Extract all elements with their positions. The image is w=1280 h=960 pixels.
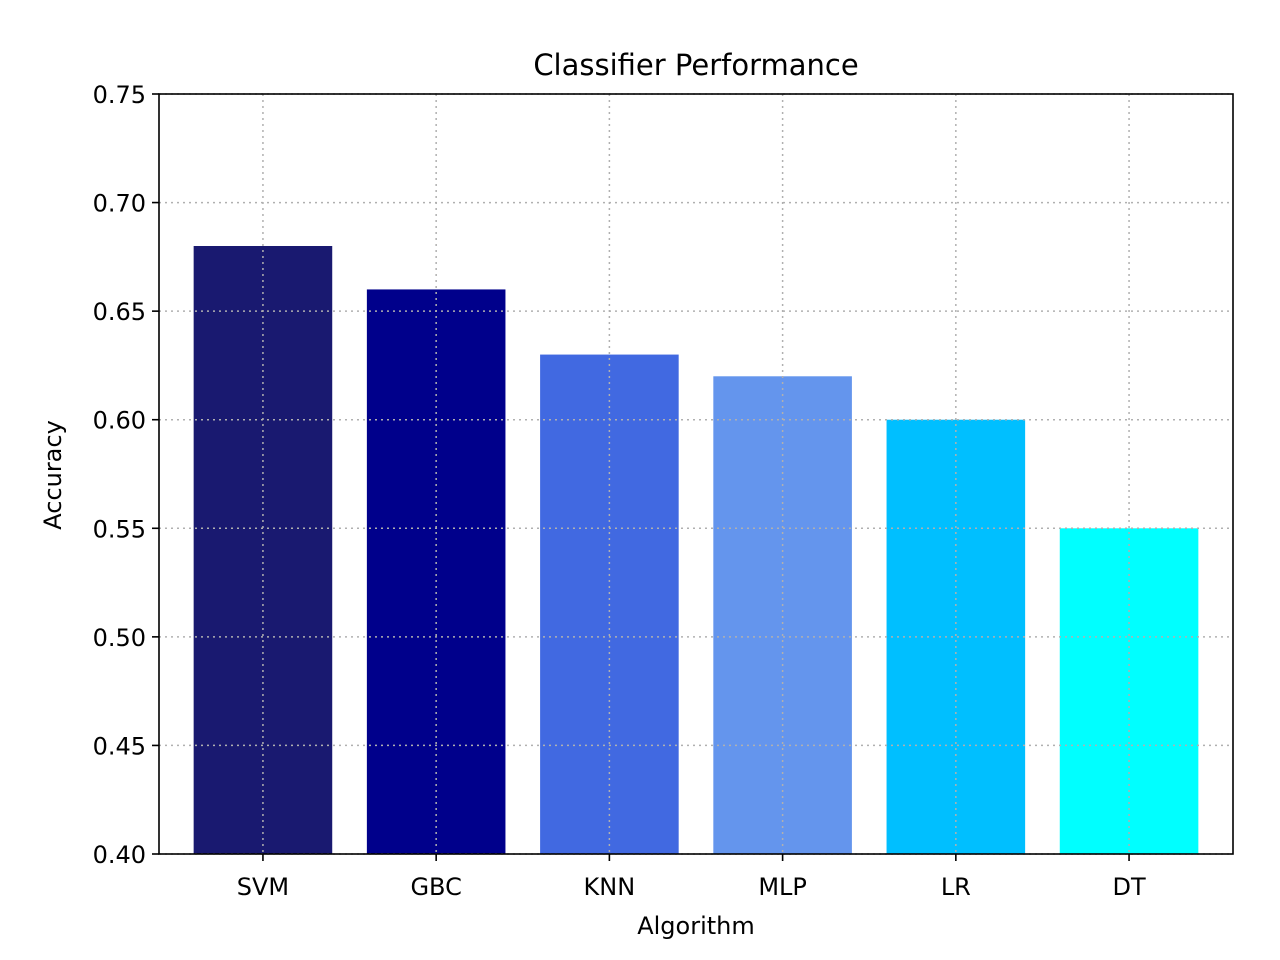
- x-tick-label: DT: [1112, 873, 1145, 901]
- axes-frame: [158, 93, 1234, 855]
- y-tick-label: 0.60: [93, 407, 146, 435]
- bar-mlp: [713, 376, 852, 854]
- x-tick-label: KNN: [584, 873, 636, 901]
- bar-dt: [1059, 528, 1199, 854]
- plot-area: 0.40 0.45 0.50 0.55 0.60 0.65 0.70 0.75 SVM GBC KN…: [93, 81, 1234, 901]
- y-tick-label: 0.55: [93, 515, 146, 543]
- x-tick-label: SVM: [237, 873, 289, 901]
- chart-title: Classifier Performance: [533, 48, 858, 82]
- y-tick-label: 0.75: [93, 81, 146, 109]
- y-tick-label: 0.40: [93, 841, 146, 869]
- x-tick-label: MLP: [758, 873, 807, 901]
- x-tick-label: GBC: [410, 873, 461, 901]
- x-tick-label: LR: [941, 873, 971, 901]
- y-tick-label: 0.65: [93, 298, 146, 326]
- y-tick-label: 0.50: [93, 624, 146, 652]
- y-axis-label: Accuracy: [39, 420, 67, 530]
- bar-gbc: [366, 289, 506, 854]
- y-tick-label: 0.70: [93, 190, 146, 218]
- x-axis-label: Algorithm: [637, 912, 755, 940]
- y-tick-label: 0.45: [93, 732, 146, 760]
